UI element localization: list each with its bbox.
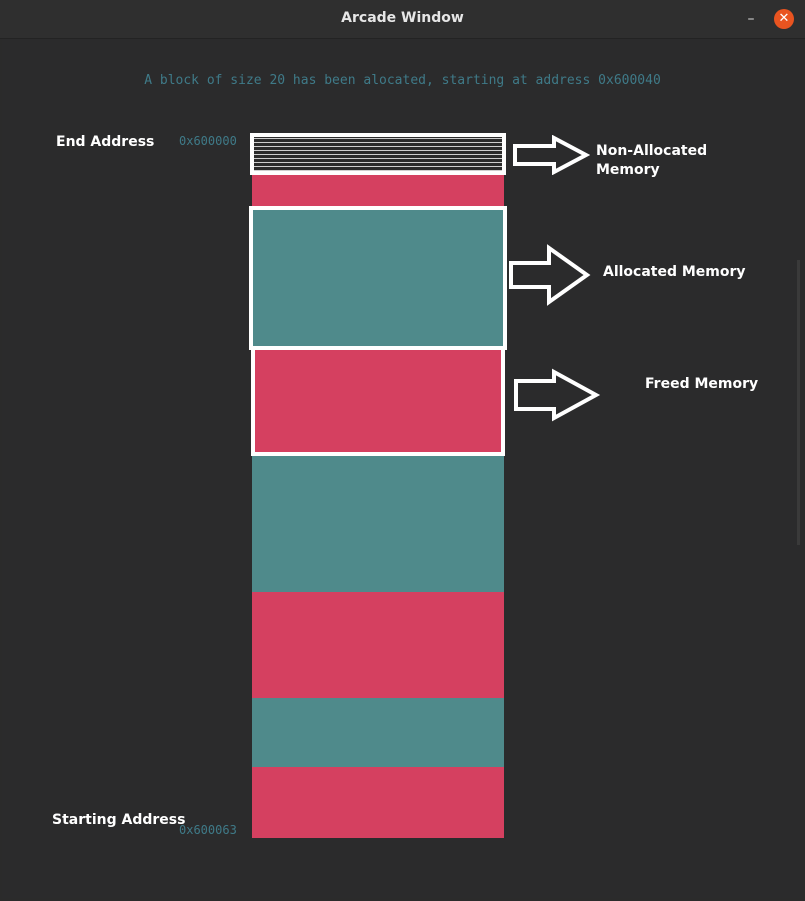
arrow-right-icon <box>513 135 590 175</box>
allocated-highlight <box>249 206 507 350</box>
title-bar: Arcade Window – ✕ <box>0 0 805 39</box>
window-title: Arcade Window <box>341 10 464 26</box>
memory-block-allocated <box>252 454 504 592</box>
allocated-memory-label: Allocated Memory <box>603 264 746 280</box>
starting-address-value: 0x600063 <box>179 823 237 837</box>
scrollbar[interactable] <box>797 260 800 545</box>
memory-block-allocated <box>252 698 504 767</box>
memory-block-allocated <box>252 208 504 348</box>
memory-block-freed <box>252 348 504 454</box>
non-allocated-memory-label: Non-Allocated Memory <box>596 143 708 178</box>
non-allocated-highlight <box>250 133 506 175</box>
memory-block-freed <box>252 592 504 698</box>
end-address-value: 0x600000 <box>179 134 237 148</box>
freed-memory-label: Freed Memory <box>645 376 759 392</box>
end-address-label: End Address <box>56 134 155 150</box>
close-button[interactable]: ✕ <box>774 9 794 29</box>
status-message: A block of size 20 has been alocated, st… <box>144 73 661 88</box>
freed-highlight <box>251 346 505 456</box>
arrow-right-icon <box>509 244 591 306</box>
memory-block-freed <box>252 173 504 208</box>
starting-address-label: Starting Address <box>52 812 186 828</box>
memory-block-non-allocated <box>252 135 504 173</box>
minimize-button[interactable]: – <box>747 11 755 27</box>
arrow-right-icon <box>514 368 601 422</box>
memory-block-freed <box>252 767 504 838</box>
